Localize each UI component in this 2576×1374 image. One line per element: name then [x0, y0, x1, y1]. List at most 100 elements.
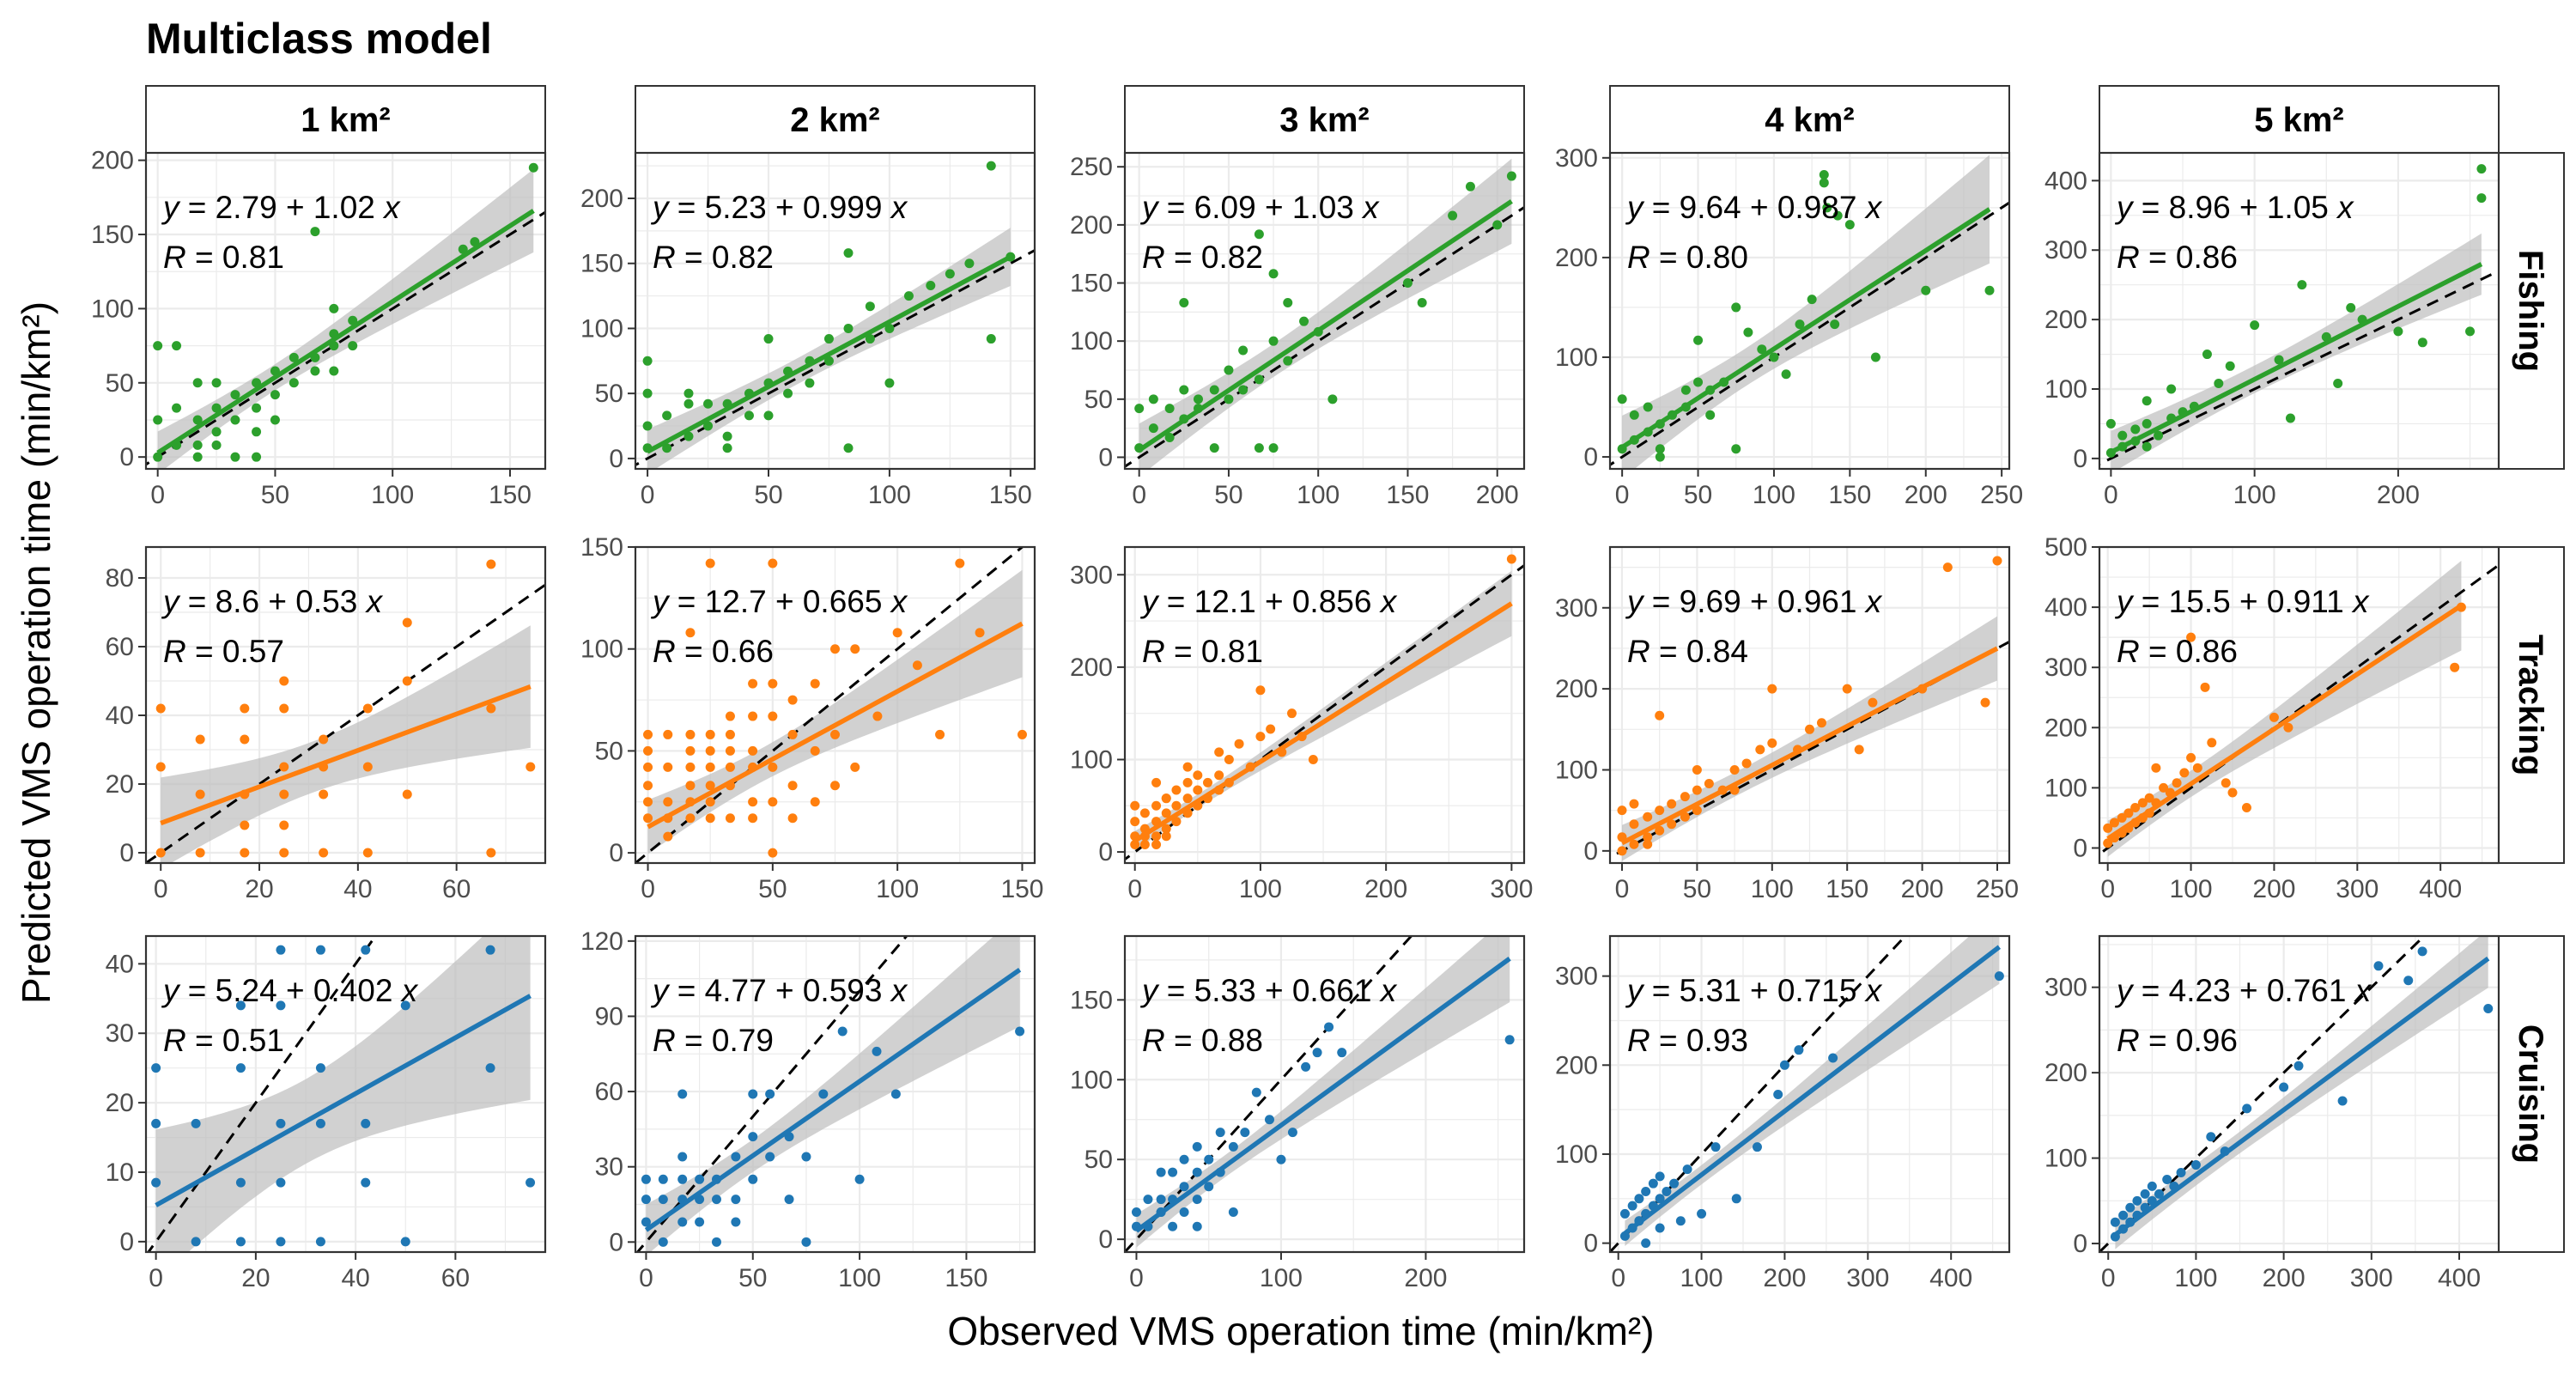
regression-equation: y = 12.7 + 0.665 x — [650, 584, 908, 619]
data-point — [744, 410, 754, 421]
data-point — [240, 820, 250, 830]
y-tick-label: 150 — [580, 250, 623, 278]
data-point — [685, 745, 696, 756]
data-point — [731, 1195, 741, 1205]
x-tick-label: 0 — [1611, 1264, 1625, 1292]
y-tick-label: 200 — [2044, 1059, 2087, 1087]
data-point — [725, 762, 735, 772]
x-tick-label: 50 — [758, 875, 787, 903]
regression-equation: y = 4.77 + 0.593 x — [650, 973, 908, 1008]
x-tick-label: 0 — [639, 1264, 653, 1292]
plot-area — [635, 547, 1027, 863]
data-point — [1224, 754, 1234, 764]
plot-area — [1610, 155, 2009, 469]
data-point — [153, 452, 163, 462]
data-point — [2373, 961, 2384, 971]
data-point — [235, 1177, 246, 1188]
data-point — [1731, 1194, 1741, 1204]
x-tick-label: 50 — [1214, 481, 1242, 509]
x-tick-label: 200 — [1404, 1264, 1447, 1292]
data-point — [705, 813, 715, 824]
data-point — [685, 628, 696, 638]
confidence-band — [2115, 936, 2488, 1249]
data-point — [748, 1089, 758, 1099]
data-point — [1710, 1142, 1721, 1152]
data-point — [641, 1174, 651, 1184]
data-point — [2147, 1181, 2157, 1191]
data-point — [2250, 320, 2260, 331]
regression-line — [1623, 945, 2002, 1236]
data-point — [837, 1026, 848, 1037]
data-point — [1255, 732, 1266, 742]
data-point — [1655, 1171, 1665, 1182]
data-point — [658, 1195, 668, 1205]
data-point — [2242, 1103, 2252, 1114]
column-strip-box — [145, 85, 546, 154]
data-point — [1667, 819, 1677, 830]
y-tick-label: 90 — [595, 1002, 623, 1030]
data-point — [1641, 1238, 1651, 1249]
x-tick-label: 400 — [2419, 875, 2462, 903]
data-point — [192, 440, 203, 450]
data-point — [2125, 1202, 2136, 1213]
data-point — [348, 341, 358, 351]
correlation-label: R = 0.57 — [163, 634, 284, 669]
data-point — [810, 797, 820, 807]
y-tick-label: 200 — [1070, 211, 1113, 240]
data-point — [195, 734, 205, 745]
data-point — [2172, 778, 2182, 788]
data-point — [1870, 352, 1880, 362]
x-tick-label: 100 — [876, 875, 919, 903]
data-point — [1139, 808, 1150, 818]
data-point — [763, 410, 774, 421]
data-point — [1655, 1194, 1665, 1204]
data-point — [1287, 1128, 1297, 1138]
x-tick-label: 0 — [2104, 481, 2118, 509]
data-point — [1767, 738, 1777, 748]
data-point — [1168, 1221, 1178, 1231]
plot-area — [1610, 936, 2004, 1252]
regression-equation: y = 5.24 + 0.402 x — [161, 973, 419, 1008]
x-tick-label: 50 — [261, 481, 289, 509]
data-point — [725, 711, 735, 721]
data-point — [725, 813, 735, 824]
data-point — [1255, 685, 1266, 696]
data-point — [1215, 1128, 1225, 1138]
data-point — [1251, 1087, 1261, 1097]
y-tick-label: 60 — [595, 1078, 623, 1106]
identity-reference-line — [146, 583, 545, 863]
x-tick-label: 100 — [1680, 1264, 1723, 1292]
row-strip-label: Fishing — [2512, 250, 2549, 372]
data-point — [2151, 763, 2161, 773]
data-point — [2154, 430, 2164, 441]
y-tick-label: 0 — [1583, 837, 1598, 866]
data-point — [2192, 763, 2202, 773]
data-point — [1693, 335, 1704, 345]
data-point — [1692, 785, 1702, 795]
data-point — [319, 848, 329, 858]
correlation-label: R = 0.88 — [1142, 1023, 1263, 1058]
data-point — [289, 352, 299, 362]
data-point — [276, 1177, 286, 1188]
data-point — [1822, 203, 1832, 213]
data-point — [1417, 298, 1427, 308]
x-tick-label: 200 — [2377, 481, 2420, 509]
data-point — [153, 341, 163, 351]
plot-area — [1125, 936, 1515, 1252]
data-point — [705, 558, 715, 568]
x-tick-label: 50 — [1684, 481, 1712, 509]
gridlines — [2099, 153, 2499, 469]
data-point — [1228, 1207, 1238, 1218]
y-tick-label: 300 — [1555, 594, 1598, 623]
data-point — [1731, 444, 1741, 454]
data-point — [787, 781, 798, 791]
data-point — [1617, 394, 1627, 404]
x-tick-label: 400 — [1929, 1264, 1972, 1292]
data-point — [890, 1089, 901, 1099]
data-point — [1192, 1167, 1202, 1177]
data-point — [1669, 1178, 1680, 1189]
data-point — [955, 558, 965, 568]
y-tick-label: 200 — [1555, 675, 1598, 703]
correlation-label: R = 0.80 — [1627, 240, 1748, 275]
data-point — [319, 734, 329, 745]
